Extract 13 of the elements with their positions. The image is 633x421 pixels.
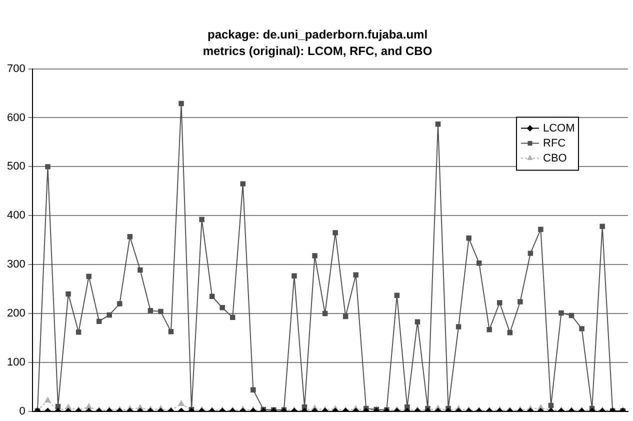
y-tick-label: 700 — [6, 62, 26, 75]
y-tick-label: 400 — [6, 210, 26, 222]
legend-label: CBO — [543, 152, 568, 164]
y-tick-label: 300 — [6, 258, 26, 271]
y-tick-label: 500 — [6, 160, 26, 173]
legend-label: RFC — [543, 137, 566, 150]
y-tick-label: 600 — [6, 112, 26, 124]
chart-subtitle: metrics (original): LCOM, RFC, and CBO — [202, 44, 432, 58]
y-tick-label: 200 — [6, 308, 26, 320]
legend-label: LCOM — [543, 122, 575, 134]
chart-title: package: de.uni_paderborn.fujaba.uml — [207, 28, 428, 42]
y-tick-label: 100 — [6, 356, 26, 368]
y-tick-label: 0 — [19, 405, 26, 418]
